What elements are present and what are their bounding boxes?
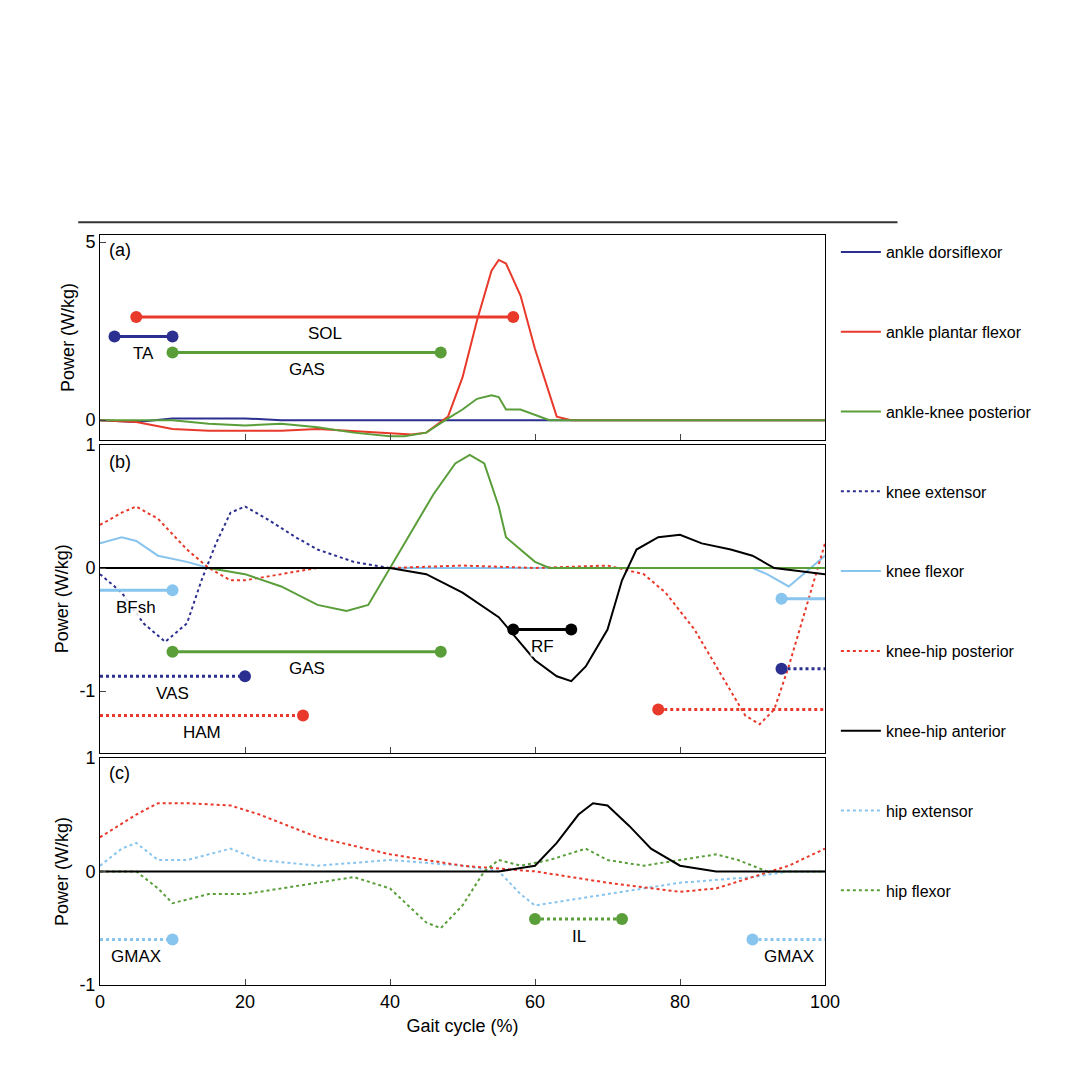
svg-text:1: 1 [85, 748, 95, 768]
svg-text:RF: RF [531, 637, 554, 656]
svg-text:knee extensor: knee extensor [886, 484, 987, 501]
svg-text:GAS: GAS [289, 360, 325, 379]
svg-text:HAM: HAM [183, 723, 221, 742]
svg-text:SOL: SOL [308, 324, 342, 343]
svg-text:80: 80 [670, 992, 690, 1012]
svg-text:hip flexor: hip flexor [886, 883, 952, 900]
svg-text:100: 100 [810, 992, 840, 1012]
svg-text:TA: TA [133, 344, 154, 363]
svg-text:5: 5 [85, 232, 95, 252]
svg-text:-1: -1 [79, 975, 95, 995]
svg-text:GMAX: GMAX [764, 947, 814, 966]
svg-text:Power (W/kg): Power (W/kg) [52, 817, 72, 926]
svg-text:knee-hip anterior: knee-hip anterior [886, 723, 1007, 740]
svg-text:60: 60 [525, 992, 545, 1012]
svg-text:0: 0 [85, 410, 95, 430]
svg-text:GAS: GAS [289, 659, 325, 678]
svg-text:20: 20 [235, 992, 255, 1012]
svg-text:(b): (b) [109, 452, 131, 472]
svg-text:VAS: VAS [156, 684, 189, 703]
svg-text:knee flexor: knee flexor [886, 563, 965, 580]
svg-text:Power (W/kg): Power (W/kg) [52, 544, 72, 653]
svg-text:0: 0 [85, 862, 95, 882]
svg-text:hip extensor: hip extensor [886, 803, 974, 820]
svg-text:40: 40 [380, 992, 400, 1012]
svg-text:ankle plantar flexor: ankle plantar flexor [886, 324, 1022, 341]
svg-text:0: 0 [95, 992, 105, 1012]
svg-text:IL: IL [572, 927, 586, 946]
svg-text:(a): (a) [109, 240, 131, 260]
svg-text:0: 0 [85, 558, 95, 578]
svg-text:ankle dorsiflexor: ankle dorsiflexor [886, 244, 1003, 261]
svg-text:(c): (c) [109, 763, 130, 783]
svg-text:-1: -1 [79, 681, 95, 701]
svg-text:ankle-knee posterior: ankle-knee posterior [886, 404, 1032, 421]
svg-text:BFsh: BFsh [116, 598, 156, 617]
svg-text:Gait cycle (%): Gait cycle (%) [406, 1016, 518, 1036]
svg-text:Power (W/kg): Power (W/kg) [58, 283, 78, 392]
svg-text:1: 1 [85, 435, 95, 455]
svg-text:knee-hip posterior: knee-hip posterior [886, 643, 1015, 660]
svg-text:GMAX: GMAX [111, 947, 161, 966]
